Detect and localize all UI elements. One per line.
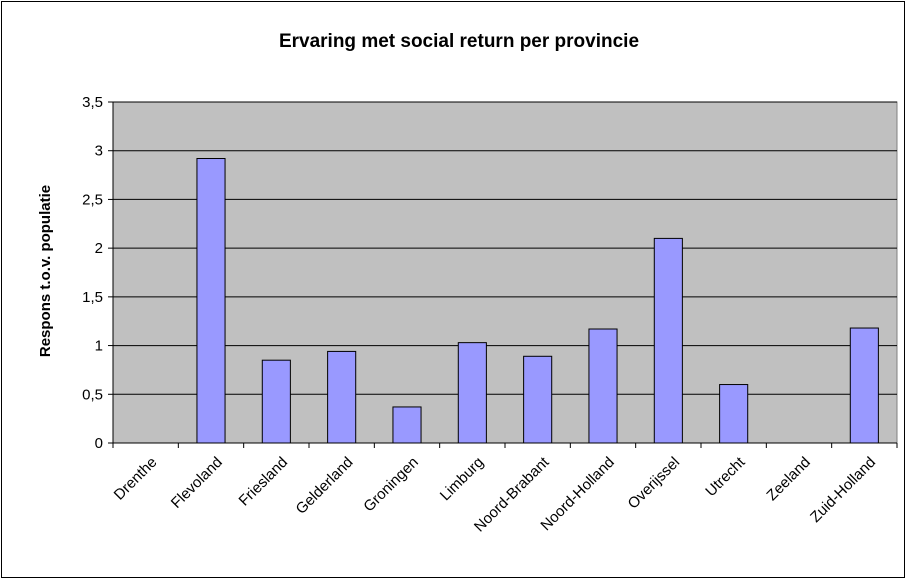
bar-noord-brabant xyxy=(523,355,553,444)
chart-title: Ervaring met social return per provincie xyxy=(279,31,639,52)
bar-overijssel xyxy=(653,237,683,444)
bar-friesland xyxy=(261,359,291,444)
plot-area xyxy=(112,101,898,444)
bar-flevoland xyxy=(196,158,226,444)
y-tick-label: 0,5 xyxy=(82,386,103,403)
x-tick-label: Overijssel xyxy=(625,454,684,513)
y-tick-label: 2 xyxy=(95,240,103,257)
bar-noord-holland xyxy=(588,328,618,444)
bar-zuid-holland xyxy=(849,327,879,444)
bar-gelderland xyxy=(327,350,357,444)
y-tick-label: 1,5 xyxy=(82,289,103,306)
y-tick-label: 3 xyxy=(95,143,103,160)
y-tick-label: 3,5 xyxy=(82,94,103,111)
x-tick-label: Flevoland xyxy=(168,454,226,512)
x-tick-label: Groningen xyxy=(360,454,422,516)
x-tick-label: Gelderland xyxy=(293,454,357,518)
x-tick-label: Zeeland xyxy=(763,454,813,504)
y-axis-label: Respons t.o.v. populatie xyxy=(37,185,54,357)
y-tick-label: 1 xyxy=(95,338,103,355)
y-tick-label: 0 xyxy=(95,435,103,452)
bar-utrecht xyxy=(719,384,749,444)
x-tick-label: Drenthe xyxy=(111,454,161,504)
x-tick-label: Friesland xyxy=(236,454,292,510)
x-tick-label: Utrecht xyxy=(702,453,749,500)
x-tick-label: Zuid-Holland xyxy=(807,454,879,526)
bar-groningen xyxy=(392,406,422,444)
bar-limburg xyxy=(457,342,487,444)
x-tick-label: Limburg xyxy=(437,454,487,504)
y-tick-label: 2,5 xyxy=(82,191,103,208)
